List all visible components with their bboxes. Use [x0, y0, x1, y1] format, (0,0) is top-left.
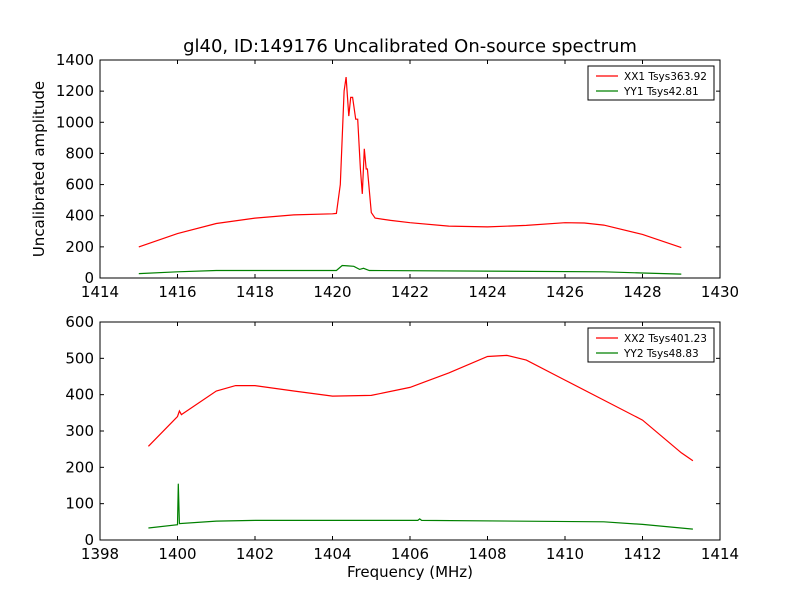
series-line-xx2: [147, 354, 694, 462]
x-tick-label: 1404: [313, 545, 351, 563]
legend-label: YY1 Tsys42.81: [623, 86, 699, 98]
legend: XX2 Tsys401.23 YY2 Tsys48.83: [587, 327, 715, 363]
legend-box: [587, 65, 715, 101]
y-tick-label: 1400: [56, 51, 94, 69]
x-tick-label: 1426: [546, 283, 584, 301]
x-tick-label: 1430: [701, 283, 739, 301]
x-tick-label: 1422: [391, 283, 429, 301]
x-tick-label: 1428: [623, 283, 661, 301]
series-line-xx1: [138, 77, 682, 249]
y-tick-label: 200: [65, 458, 94, 476]
x-tick-label: 1408: [468, 545, 506, 563]
x-tick-label: 1416: [158, 283, 196, 301]
x-tick-label: 1410: [546, 545, 584, 563]
x-tick-label: 1414: [81, 283, 119, 301]
x-tick-label: 1414: [701, 545, 739, 563]
y-tick-label: 800: [65, 144, 94, 162]
y-tick-label: 400: [65, 207, 94, 225]
x-tick-label: 1424: [468, 283, 506, 301]
y-tick-label: 200: [65, 238, 94, 256]
legend-box: [587, 327, 715, 363]
y-tick-label: 500: [65, 349, 94, 367]
chart-title: gl40, ID:149176 Uncalibrated On-source s…: [183, 36, 637, 57]
x-tick-label: 1420: [313, 283, 351, 301]
x-tick-label: 1418: [236, 283, 274, 301]
y-tick-label: 300: [65, 422, 94, 440]
y-tick-label: 0: [84, 269, 94, 287]
y-tick-label: 100: [65, 495, 94, 513]
x-tick-label: 1400: [158, 545, 196, 563]
legend-label: YY2 Tsys48.83: [623, 348, 699, 360]
y-tick-label: 400: [65, 386, 94, 404]
x-tick-label: 1412: [623, 545, 661, 563]
y-tick-label: 600: [65, 313, 94, 331]
series-line-yy2: [148, 483, 693, 530]
legend-label: XX1 Tsys363.92: [624, 71, 707, 83]
y-tick-label: 1000: [56, 113, 94, 131]
subplot-1: 1414 1416 1418 1420 1422 1424 1426 1428 1430 0 200…: [30, 36, 739, 301]
y-tick-label: 600: [65, 176, 94, 194]
y-tick-label: 0: [84, 531, 94, 549]
x-tick-label: 1406: [391, 545, 429, 563]
legend-label: XX2 Tsys401.23: [624, 333, 707, 345]
series-line-yy1: [138, 264, 682, 275]
x-axis-label: Frequency (MHz): [347, 563, 473, 581]
x-tick-label: 1398: [81, 545, 119, 563]
x-tick-label: 1402: [236, 545, 274, 563]
y-tick-label: 1200: [56, 82, 94, 100]
subplot-2: 1398 1400 1402 1404 1406 1408 1410 1412 1414 0 100…: [65, 313, 739, 581]
y-axis-label: Uncalibrated amplitude: [30, 81, 48, 257]
legend: XX1 Tsys363.92 YY1 Tsys42.81: [587, 65, 715, 101]
